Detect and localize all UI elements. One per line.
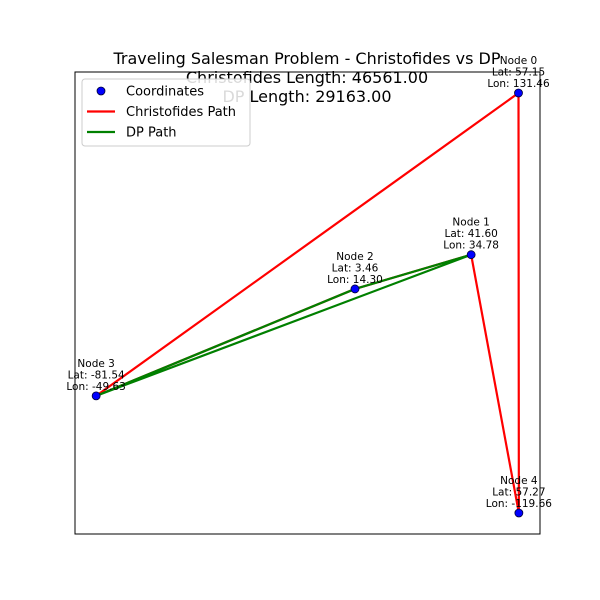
points-layer <box>91 88 524 518</box>
legend-box <box>81 78 251 147</box>
node-point-2 <box>350 284 360 294</box>
node-label-1-line-0: Node 1 <box>452 217 489 229</box>
legend-label-2: DP Path <box>126 126 177 141</box>
node-label-0-line-2: Lon: 131.46 <box>487 78 550 90</box>
node-point-1 <box>466 250 476 260</box>
legend-label-1: Christofides Path <box>126 105 236 120</box>
legend: Coordinates Christofides Path DP Path <box>81 78 251 147</box>
node-point-4 <box>514 508 524 518</box>
node-label-3-line-0: Node 3 <box>77 358 114 370</box>
series-path-0 <box>95 91 520 515</box>
node-label-0-line-0: Node 0 <box>500 55 537 67</box>
legend-marker-0 <box>96 86 106 96</box>
node-label-1-line-2: Lon: 34.78 <box>443 240 499 252</box>
node-point-3 <box>91 391 101 401</box>
title-line-0: Traveling Salesman Problem - Christofide… <box>112 49 500 68</box>
node-point-0 <box>514 88 523 98</box>
node-label-2-line-0: Node 2 <box>336 251 373 263</box>
node-label-3-line-1: Lat: -81.54 <box>68 369 125 381</box>
title-line-2: DP Length: 29163.00 <box>222 87 391 106</box>
plot-frame <box>74 71 541 535</box>
legend-label-0: Coordinates <box>126 85 204 100</box>
series-path-1 <box>95 253 473 397</box>
node-label-4-line-0: Node 4 <box>500 475 538 487</box>
node-label-2-line-2: Lon: 14.30 <box>327 274 383 286</box>
node-label-4-line-2: Lon: -119.66 <box>486 498 552 510</box>
node-label-0-line-1: Lat: 57.15 <box>492 67 545 79</box>
node-label-1-line-1: Lat: 41.60 <box>444 228 497 240</box>
node-label-4-line-1: Lat: 57.27 <box>492 487 545 499</box>
node-label-3-line-2: Lon: -49.63 <box>66 381 125 393</box>
paths-layer <box>95 91 520 515</box>
node-label-2-line-1: Lat: 3.46 <box>332 262 379 274</box>
chart-title: Traveling Salesman Problem - Christofide… <box>112 49 500 106</box>
